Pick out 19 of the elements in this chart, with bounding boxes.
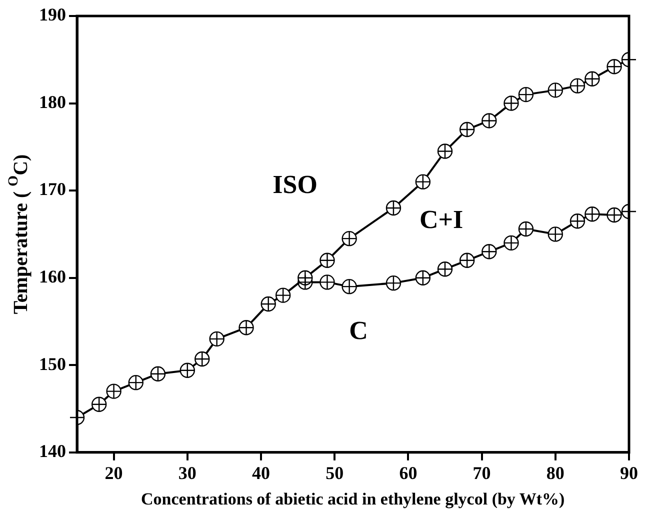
x-tick-label: 60 [399,462,418,483]
annotation: C [349,316,368,346]
x-tick-label: 90 [620,462,638,483]
x-tick-label: 70 [472,462,491,483]
y-tick-label: 160 [39,266,66,286]
x-tick-label: 40 [252,462,270,483]
y-tick-label: 170 [39,179,66,200]
x-tick-label: 20 [104,462,123,483]
x-axis-title: Concentrations of abietic acid in ethylene glycol (by Wt%) [140,489,565,508]
y-tick-label: 190 [39,4,66,25]
y-tick-label: 150 [39,354,66,374]
x-tick-label: 30 [178,462,196,483]
x-tick-label: 80 [546,462,564,483]
y-tick-label: 140 [39,441,66,462]
y-axis-title: Temperature ( OC) [6,154,32,314]
y-tick-label: 180 [39,92,66,112]
annotation: C+I [419,204,464,234]
annotation: ISO [272,170,318,199]
x-tick-label: 50 [326,462,344,483]
